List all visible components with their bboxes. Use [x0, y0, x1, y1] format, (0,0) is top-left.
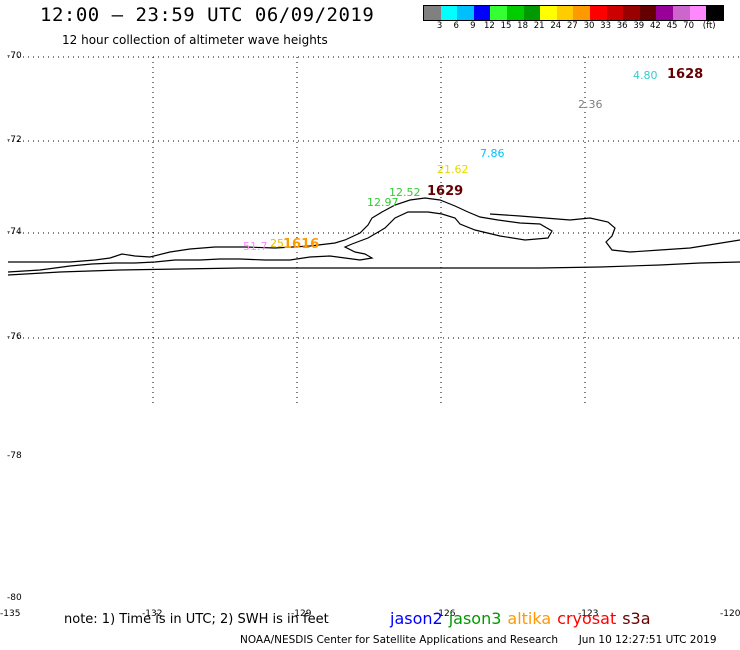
colorbar-swatch	[639, 6, 657, 20]
credit-text: NOAA/NESDIS Center for Satellite Applica…	[240, 634, 558, 646]
colorbar-swatch	[506, 6, 524, 20]
colorbar-swatch	[540, 6, 557, 20]
colorbar-swatch	[457, 6, 474, 20]
map-subtitle: 12 hour collection of altimeter wave hei…	[62, 33, 328, 47]
colorbar-label: 3	[436, 21, 443, 31]
obs-label: 4.80	[633, 69, 658, 82]
colorbar-label: 33	[600, 21, 612, 31]
colorbar-label: 42	[649, 21, 661, 31]
lon-label-126: -126	[435, 609, 456, 619]
colorbar-swatch	[573, 6, 590, 20]
colorbar-label: 36	[616, 21, 628, 31]
colorbar-labels: 3 6 9 12 15 18 21 24 27 30 33 36 39 42 45 70 (ft)	[423, 21, 740, 35]
ice-shelf-edge	[7, 261, 740, 276]
colorbar-swatch	[623, 6, 640, 20]
lon-label-129: -129	[291, 609, 312, 619]
footer-credit: NOAA/NESDIS Center for Satellite Applica…	[240, 634, 717, 646]
colorbar-swatch	[689, 6, 707, 20]
pass-time-label: 1616	[283, 237, 320, 252]
satellite-legend-item: cryosat	[557, 609, 617, 628]
satellite-legend: jason2 jason3 altika cryosat s3a	[390, 609, 657, 628]
colorbar-swatch	[706, 6, 723, 20]
colorbar-swatch	[523, 6, 541, 20]
colorbar-label: 9	[470, 21, 476, 31]
colorbar-label: 15	[500, 21, 512, 31]
colorbar-swatch	[490, 6, 507, 20]
lon-label-132: -132	[142, 609, 163, 619]
colorbar-label: 30	[583, 21, 595, 31]
obs-label: 2.36	[578, 98, 603, 111]
colorbar-label: 70	[683, 21, 695, 31]
obs-label: 12.52	[389, 186, 421, 199]
colorbar-label: 21	[533, 21, 545, 31]
colorbar	[423, 5, 724, 21]
colorbar-label: 27	[566, 21, 578, 31]
pass-time-label: 1629	[427, 184, 464, 199]
colorbar-swatch	[473, 6, 491, 20]
map-title: 12:00 – 23:59 UTC 06/09/2019	[40, 4, 375, 26]
generated-timestamp: Jun 10 12:27:51 UTC 2019	[578, 634, 717, 646]
colorbar-swatch	[672, 6, 690, 20]
lat-label-78: -78	[7, 451, 22, 461]
lon-label-123: -123	[578, 609, 599, 619]
satellite-legend-item: s3a	[622, 609, 651, 628]
colorbar-label: 18	[517, 21, 529, 31]
lat-label-76: -76	[7, 332, 22, 342]
colorbar-label: 39	[633, 21, 645, 31]
coastline	[7, 197, 740, 276]
lat-label-74: -74	[7, 227, 22, 237]
lon-label-120: -120	[720, 609, 740, 619]
satellite-legend-item: jason3	[448, 609, 502, 628]
satellite-legend-item: jason2	[390, 609, 443, 628]
obs-label: 21.62	[437, 163, 469, 176]
lon-label-135: -135	[0, 609, 21, 619]
coastline-main	[7, 197, 553, 273]
pass-time-label: 1628	[667, 67, 704, 82]
colorbar-swatch	[656, 6, 673, 20]
coastline-east	[489, 213, 740, 253]
obs-label: 12.97	[367, 196, 399, 209]
colorbar-swatch	[589, 6, 607, 20]
footer-note: note: 1) Time is in UTC; 2) SWH is in fe…	[64, 612, 329, 627]
colorbar-label: 45	[666, 21, 678, 31]
lat-label-80: -80	[7, 593, 22, 603]
satellite-legend-item: altika	[507, 609, 552, 628]
obs-label: 7.86	[480, 147, 505, 160]
colorbar-swatch	[440, 6, 458, 20]
colorbar-swatch	[606, 6, 624, 20]
lat-label-70: -70	[7, 51, 22, 61]
colorbar-label: 6	[453, 21, 459, 31]
colorbar-label: 24	[550, 21, 562, 31]
colorbar-swatch	[556, 6, 574, 20]
graticule	[8, 56, 740, 407]
colorbar-label: 12	[483, 21, 495, 31]
colorbar-label: (ft)	[702, 21, 716, 31]
obs-label: 25	[270, 237, 284, 250]
lat-label-72: -72	[7, 135, 22, 145]
colorbar-swatch	[424, 6, 441, 20]
obs-label: 51.7	[243, 240, 268, 253]
